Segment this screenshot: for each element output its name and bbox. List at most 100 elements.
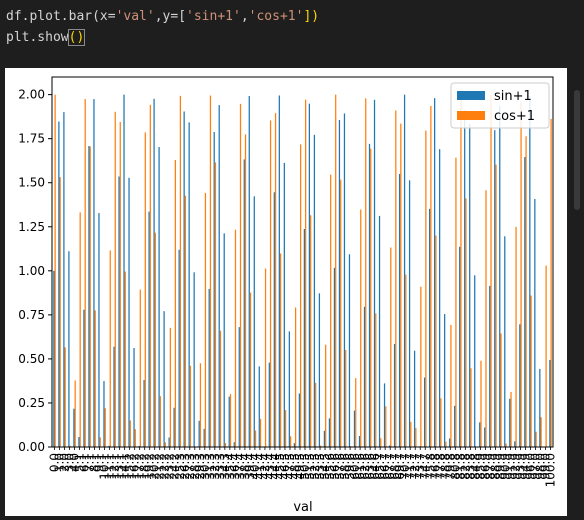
legend-label: cos+1	[494, 109, 535, 124]
y-tick-label: 0.25	[18, 396, 45, 410]
code-cell[interactable]: df.plot.bar(x='val',y=['sin+1','cos+1'])…	[0, 0, 584, 62]
bar	[340, 180, 341, 447]
bar	[284, 163, 285, 447]
bar	[168, 438, 169, 447]
bar	[209, 289, 210, 447]
x-tick-label: 100.0	[543, 453, 557, 487]
bar	[60, 177, 61, 447]
bar	[239, 327, 240, 447]
bar	[235, 230, 236, 447]
bar	[310, 215, 311, 447]
bar	[98, 213, 99, 447]
bar	[434, 98, 435, 447]
bar	[115, 112, 116, 447]
bar	[525, 136, 526, 447]
bar	[100, 437, 101, 447]
bar	[319, 293, 320, 447]
code-line-2[interactable]: plt.show()	[6, 29, 84, 47]
code-line-1[interactable]: df.plot.bar(x='val',y=['sin+1','cos+1'])	[6, 8, 319, 26]
y-tick-label: 1.25	[18, 220, 45, 234]
bar	[495, 165, 496, 447]
bar	[204, 429, 205, 447]
bar	[474, 275, 475, 447]
bar	[450, 325, 451, 447]
bar	[435, 236, 436, 447]
bar	[505, 444, 506, 447]
bar	[150, 105, 151, 447]
bar	[494, 130, 495, 447]
bar	[75, 380, 76, 447]
bar	[300, 144, 301, 447]
code-token: plt.show	[6, 30, 69, 45]
bar	[369, 144, 370, 447]
code-token: ,y=[	[155, 9, 186, 24]
bar	[93, 99, 94, 447]
bar	[199, 421, 200, 447]
bar	[280, 253, 281, 447]
bar	[90, 146, 91, 447]
bar	[240, 104, 241, 447]
bar	[234, 442, 235, 447]
bar	[349, 254, 350, 447]
bar	[220, 331, 221, 447]
bar	[364, 307, 365, 447]
bar	[440, 398, 441, 447]
bar	[224, 233, 225, 447]
bar	[355, 378, 356, 447]
bar	[68, 251, 69, 447]
bar	[445, 442, 446, 447]
bar	[135, 429, 136, 447]
bar	[250, 293, 251, 447]
bar	[485, 190, 486, 447]
bar	[539, 369, 540, 447]
bar	[530, 296, 531, 447]
y-tick-label: 2.00	[18, 88, 45, 102]
bar	[415, 428, 416, 447]
bar	[295, 308, 296, 447]
bar	[470, 368, 471, 447]
bar	[345, 350, 346, 447]
bar	[130, 420, 131, 447]
bar	[399, 174, 400, 447]
bar	[123, 95, 124, 447]
bar	[173, 408, 174, 447]
bar	[230, 394, 231, 447]
scrollbar-thumb[interactable]	[574, 90, 580, 210]
bar	[85, 99, 86, 447]
bar	[290, 436, 291, 447]
bar	[454, 406, 455, 447]
bar	[279, 95, 280, 447]
bar	[424, 378, 425, 447]
y-tick-label: 1.50	[18, 176, 45, 190]
bars	[53, 95, 551, 447]
bar	[339, 120, 340, 447]
bar	[529, 96, 530, 447]
bar	[314, 135, 315, 447]
bar	[455, 158, 456, 447]
bar	[110, 250, 111, 447]
bar	[215, 162, 216, 447]
y-tick-label: 1.00	[18, 264, 45, 278]
bar	[255, 430, 256, 447]
bar	[153, 99, 154, 447]
bar	[194, 272, 195, 447]
bar	[275, 113, 276, 447]
bar	[489, 286, 490, 447]
y-tick-label: 1.75	[18, 132, 45, 146]
bar	[329, 418, 330, 447]
bar	[400, 124, 401, 447]
bar	[249, 96, 250, 447]
bar	[55, 95, 56, 447]
bar	[274, 192, 275, 447]
bar	[145, 132, 146, 447]
bar	[269, 363, 270, 447]
bar	[550, 119, 551, 447]
bar	[380, 438, 381, 447]
code-token: df.plot.bar(x=	[6, 9, 116, 24]
bar	[120, 122, 121, 447]
bar	[53, 271, 54, 447]
bar	[73, 409, 74, 447]
bar	[259, 366, 260, 447]
bar	[113, 347, 114, 447]
